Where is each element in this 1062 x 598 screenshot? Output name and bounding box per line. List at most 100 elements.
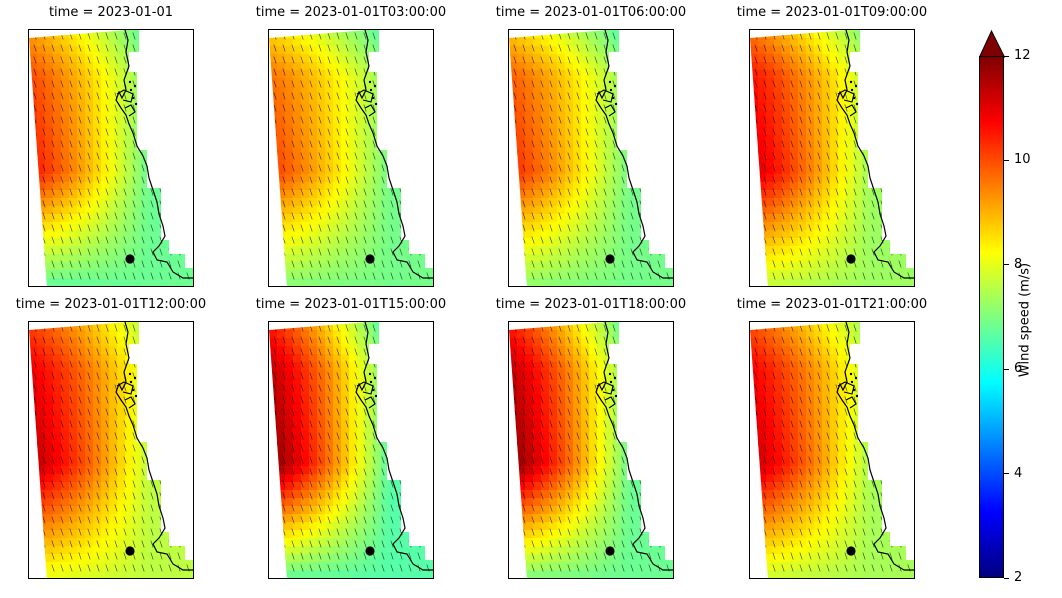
coastline <box>134 394 138 398</box>
wind-speed-map <box>509 30 673 286</box>
map-panel: time = 2023-01-01 <box>28 5 194 287</box>
map-frame <box>28 29 194 287</box>
coastline <box>128 372 132 376</box>
coastline <box>355 30 433 279</box>
coastline <box>845 104 857 117</box>
colorbar-tick <box>1004 264 1009 266</box>
coastline <box>124 396 136 409</box>
coastline <box>373 84 377 88</box>
panel-title: time = 2023-01-01T03:00:00 <box>255 5 447 20</box>
map-panel: time = 2023-01-01T21:00:00 <box>737 297 927 579</box>
coastline <box>131 388 135 392</box>
coastline <box>614 102 618 106</box>
colorbar-tick <box>1004 55 1009 57</box>
wind-speed-map <box>269 322 433 578</box>
coastline <box>371 96 375 100</box>
coastline <box>608 80 612 84</box>
coastline <box>604 104 616 117</box>
colorbar-tick-label: 10 <box>1014 152 1031 168</box>
coastline <box>596 381 614 395</box>
wind-speed-map <box>29 30 193 286</box>
colorbar-tick-label: 12 <box>1014 48 1031 63</box>
coastline <box>133 376 137 380</box>
panel-title: time = 2023-01-01T18:00:00 <box>495 297 687 312</box>
coastline <box>611 388 615 392</box>
coastline <box>611 96 615 100</box>
coastline <box>609 88 613 92</box>
coastline <box>608 372 612 376</box>
wind-speed-map <box>750 30 914 286</box>
coastline <box>369 380 373 384</box>
wind-speed-map <box>269 30 433 286</box>
colorbar-extend-arrow <box>979 30 1005 58</box>
coastline <box>850 88 854 92</box>
coastline <box>355 322 433 571</box>
coastline <box>855 394 859 398</box>
coastline <box>368 372 372 376</box>
map-panel: time = 2023-01-01T06:00:00 <box>496 5 686 287</box>
coastline <box>836 322 914 571</box>
map-frame <box>749 321 915 579</box>
colorbar-tick <box>1004 159 1009 161</box>
station-marker <box>365 254 375 264</box>
panel-title: time = 2023-01-01T21:00:00 <box>736 297 928 312</box>
map-panel: time = 2023-01-01T18:00:00 <box>496 297 686 579</box>
colorbar-tick <box>1004 368 1009 370</box>
coastline <box>374 102 378 106</box>
station-marker <box>125 254 135 264</box>
coastline <box>364 396 376 409</box>
coastline <box>596 89 614 103</box>
coastline <box>131 96 135 100</box>
coastline <box>129 88 133 92</box>
map-panel: time = 2023-01-01T03:00:00 <box>256 5 446 287</box>
station-marker <box>846 254 856 264</box>
map-frame <box>268 321 434 579</box>
station-marker <box>605 254 615 264</box>
coastline <box>595 322 673 571</box>
coastline <box>368 80 372 84</box>
coastline <box>845 396 857 409</box>
panel-title: time = 2023-01-01T12:00:00 <box>15 297 207 312</box>
coastline <box>837 381 855 395</box>
coastline <box>116 89 134 103</box>
coastline <box>613 84 617 88</box>
wind-speed-map <box>509 322 673 578</box>
coastline <box>115 30 193 279</box>
coastline <box>852 388 856 392</box>
coastline <box>364 104 376 117</box>
colorbar-gradient <box>979 56 1004 578</box>
wind-speed-map <box>29 322 193 578</box>
wind-speed-map <box>750 322 914 578</box>
coastline <box>124 104 136 117</box>
coastline <box>133 84 137 88</box>
station-marker <box>125 546 135 556</box>
station-marker <box>605 546 615 556</box>
colorbar-label: Wind speed (m/s) <box>1017 262 1033 378</box>
coastline <box>614 394 618 398</box>
coastline <box>356 381 374 395</box>
colorbar-tick-label: 4 <box>1014 465 1023 481</box>
coastline <box>837 89 855 103</box>
coastline <box>855 102 859 106</box>
map-frame <box>508 321 674 579</box>
colorbar-tick-label: 6 <box>1014 361 1023 377</box>
coastline <box>604 396 616 409</box>
map-panel: time = 2023-01-01T15:00:00 <box>256 297 446 579</box>
coastline <box>374 394 378 398</box>
colorbar-tick-label: 8 <box>1014 256 1023 272</box>
coastline <box>854 376 858 380</box>
coastline <box>128 80 132 84</box>
coastline <box>609 380 613 384</box>
colorbar-tick <box>1004 473 1009 475</box>
coastline <box>373 376 377 380</box>
station-marker <box>846 546 856 556</box>
panel-title: time = 2023-01-01T06:00:00 <box>495 5 687 20</box>
coastline <box>850 380 854 384</box>
coastline <box>595 30 673 279</box>
map-frame <box>268 29 434 287</box>
panel-title: time = 2023-01-01 <box>48 5 174 20</box>
coastline <box>371 388 375 392</box>
coastline <box>836 30 914 279</box>
coastline <box>134 102 138 106</box>
coastline <box>369 88 373 92</box>
